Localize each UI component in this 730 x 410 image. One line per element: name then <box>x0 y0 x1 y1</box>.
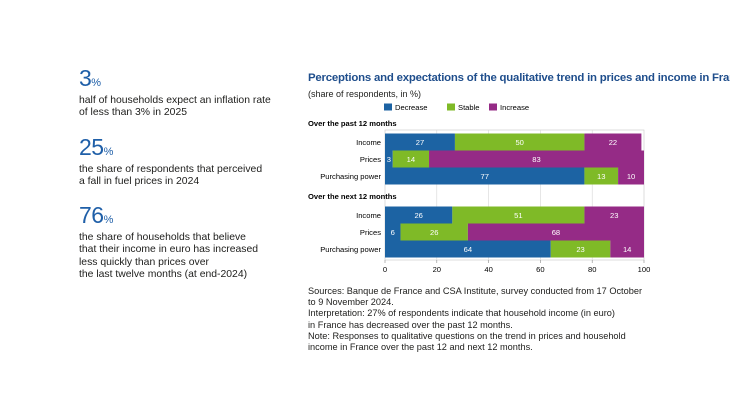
legend-label-stable: Stable <box>458 103 480 112</box>
x-tick-label: 80 <box>588 265 596 274</box>
bar-segment <box>454 133 585 151</box>
bar-segment <box>385 223 401 241</box>
bar-segment <box>400 223 468 241</box>
legend-label-increase: Increase <box>500 103 529 112</box>
chart-notes: Sources: Banque de France and CSA Instit… <box>308 286 648 353</box>
row-label: Income <box>356 211 381 220</box>
bar-segment <box>584 167 619 185</box>
x-tick-label: 100 <box>638 265 651 274</box>
data-label: 14 <box>623 245 631 254</box>
bar-segment <box>584 133 642 151</box>
data-label: 22 <box>609 138 617 147</box>
bar-segment <box>385 150 393 168</box>
bar-segment <box>550 240 611 258</box>
data-label: 50 <box>515 138 523 147</box>
bar-segment <box>467 223 644 241</box>
kpi-unit: % <box>103 146 114 158</box>
data-label: 14 <box>407 155 415 164</box>
data-label: 23 <box>576 245 584 254</box>
x-tick-label: 60 <box>536 265 544 274</box>
bar-segment <box>429 150 644 168</box>
group-header: Over the past 12 months <box>308 119 397 128</box>
legend-label-decrease: Decrease <box>395 103 428 112</box>
data-label: 26 <box>414 211 422 220</box>
kpi-value: 3 <box>79 65 92 91</box>
data-label: 68 <box>552 228 560 237</box>
legend-swatch-increase <box>489 103 497 111</box>
row-label: Purchasing power <box>320 245 381 254</box>
data-label: 64 <box>464 245 472 254</box>
data-label: 10 <box>627 172 635 181</box>
bar-segment <box>385 167 585 185</box>
bar-segment <box>385 206 453 224</box>
stacked-bar-chart: Perceptions and expectations of the qual… <box>300 64 730 284</box>
x-tick-label: 40 <box>484 265 492 274</box>
group-header: Over the next 12 months <box>308 192 397 201</box>
chart-title: Perceptions and expectations of the qual… <box>308 72 730 84</box>
legend-swatch-stable <box>447 103 455 111</box>
kpi-value: 76 <box>79 202 104 228</box>
kpi-description: the share of respondents that perceived … <box>79 164 263 188</box>
bar-segment <box>385 240 551 258</box>
row-label: Purchasing power <box>320 172 381 181</box>
kpi-inflation-expectation: 3% half of households expect an inflatio… <box>79 66 294 120</box>
data-label: 27 <box>416 138 424 147</box>
bar-segment <box>385 133 455 151</box>
bar-segment <box>392 150 430 168</box>
data-label: 23 <box>610 211 618 220</box>
note-sources: Sources: Banque de France and CSA Instit… <box>308 286 642 308</box>
kpi-unit: % <box>91 77 101 89</box>
data-label: 26 <box>430 228 438 237</box>
data-label: 83 <box>532 155 540 164</box>
row-label: Prices <box>360 155 381 164</box>
data-label: 13 <box>597 172 605 181</box>
note-interpretation: Interpretation: 27% of respondents indic… <box>308 308 615 330</box>
note-definition: Note: Responses to qualitative questions… <box>308 330 626 353</box>
bar-segment <box>452 206 585 224</box>
kpi-income-vs-prices: 76% the share of households that believe… <box>79 203 294 282</box>
data-label: 77 <box>480 172 488 181</box>
kpi-description: half of households expect an inflation r… <box>79 95 271 119</box>
data-label: 51 <box>514 211 522 220</box>
kpi-value: 25 <box>79 134 104 160</box>
bar-segment <box>618 167 644 185</box>
bar-segment <box>584 206 644 224</box>
kpi-description: the share of households that believe tha… <box>79 232 259 281</box>
bar-segment <box>610 240 644 258</box>
data-label: 6 <box>391 228 395 237</box>
legend-swatch-decrease <box>384 103 392 111</box>
chart-subtitle: (share of respondents, in %) <box>308 89 422 99</box>
kpi-unit: % <box>103 214 114 226</box>
kpi-fuel-price-perception: 25% the share of respondents that percei… <box>79 135 294 189</box>
x-tick-label: 20 <box>433 265 441 274</box>
row-label: Income <box>356 138 381 147</box>
data-label: 3 <box>387 155 391 164</box>
chart-plot: Decrease Stable Increase Over the past 12 m… <box>308 103 651 274</box>
row-label: Prices <box>360 228 381 237</box>
x-tick-label: 0 <box>383 265 387 274</box>
